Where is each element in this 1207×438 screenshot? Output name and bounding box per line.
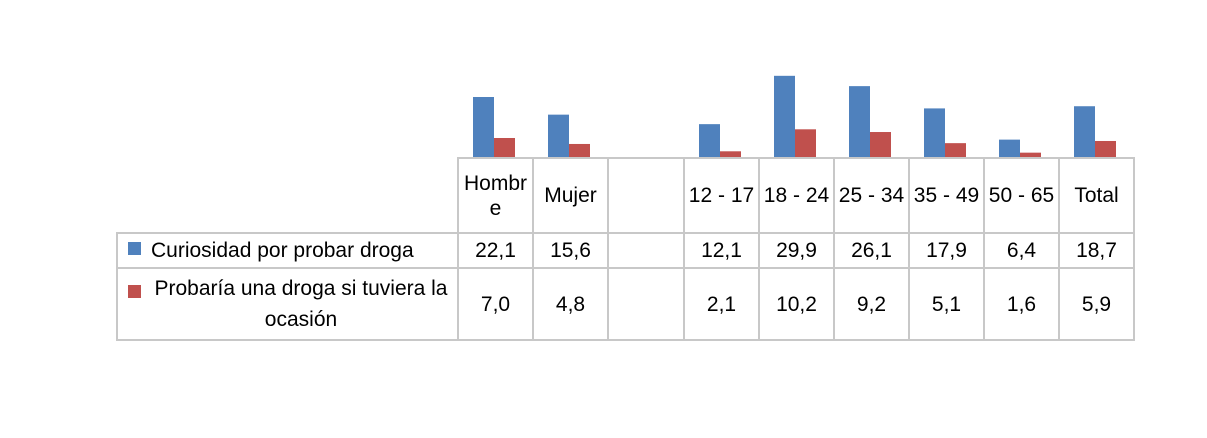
data-label: 17,9 [908, 232, 985, 269]
data-label [607, 232, 685, 269]
data-label: 29,9 [758, 232, 835, 269]
data-label: 10,2 [758, 267, 835, 341]
bar-probaria [720, 151, 741, 157]
category-label: Total [1058, 157, 1135, 234]
bar-curiosidad [999, 139, 1020, 157]
series-row-curiosidad: Curiosidad por probar droga 22,1 15,6 12… [116, 232, 1135, 269]
category-label: 35 - 49 [908, 157, 985, 234]
bar-probaria [795, 129, 816, 157]
bar-probaria [945, 143, 966, 157]
data-label: 9,2 [833, 267, 910, 341]
bar-curiosidad [924, 108, 945, 157]
data-label [607, 267, 685, 341]
legend-entry: Curiosidad por probar droga [116, 232, 459, 269]
bar-probaria [494, 137, 515, 157]
bar-probaria [1020, 152, 1041, 157]
series-name: Curiosidad por probar droga [151, 239, 414, 262]
data-label: 22,1 [457, 232, 534, 269]
data-label: 12,1 [683, 232, 760, 269]
bar-curiosidad [1074, 106, 1095, 157]
bar-curiosidad [473, 96, 494, 157]
data-label: 6,4 [983, 232, 1060, 269]
data-label: 18,7 [1058, 232, 1135, 269]
bar-curiosidad [699, 124, 720, 157]
bar-curiosidad [548, 114, 569, 157]
category-label: 50 - 65 [983, 157, 1060, 234]
bar-probaria [569, 143, 590, 157]
bar-chart [473, 75, 1116, 157]
category-label: 25 - 34 [833, 157, 910, 234]
series-row-probaria: Probaría una droga si tuviera la ocasión… [116, 267, 1135, 341]
bar-curiosidad [849, 86, 870, 157]
data-label: 2,1 [683, 267, 760, 341]
category-label: 18 - 24 [758, 157, 835, 234]
legend-entry: Probaría una droga si tuviera la ocasión [116, 267, 459, 341]
bar-probaria [1095, 140, 1116, 157]
category-label [607, 157, 685, 234]
bar-curiosidad [774, 75, 795, 157]
data-table: Hombre Mujer 12 - 17 18 - 24 25 - 34 35 … [116, 157, 1135, 341]
data-label: 5,1 [908, 267, 985, 341]
empty-corner-cell [117, 158, 459, 234]
category-label: 12 - 17 [683, 157, 760, 234]
data-label: 5,9 [1058, 267, 1135, 341]
data-label: 7,0 [457, 267, 534, 341]
data-label: 4,8 [532, 267, 609, 341]
series-name: Probaría una droga si tuviera la ocasión [154, 277, 448, 331]
bar-probaria [870, 132, 891, 157]
category-label: Mujer [532, 157, 609, 234]
legend-swatch-red [128, 285, 141, 298]
data-label: 15,6 [532, 232, 609, 269]
legend-swatch-blue [128, 242, 141, 255]
data-label: 26,1 [833, 232, 910, 269]
category-label: Hombre [457, 157, 534, 234]
category-header-row: Hombre Mujer 12 - 17 18 - 24 25 - 34 35 … [117, 157, 1135, 234]
data-label: 1,6 [983, 267, 1060, 341]
